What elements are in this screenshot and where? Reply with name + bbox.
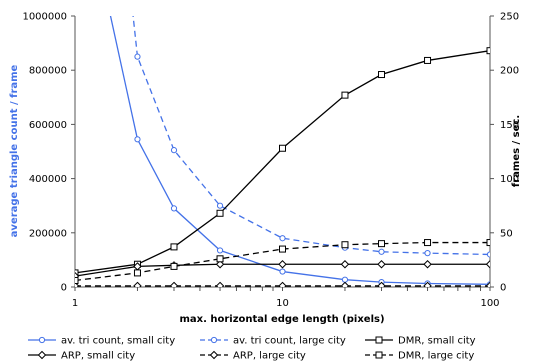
y-right-tick-label: 250 [500,12,519,23]
data-point [75,276,79,284]
legend: av. tri count, small city av. tri count, … [28,336,476,362]
data-point [424,56,432,64]
legend-item: ARP, large city [200,351,306,362]
data-point [134,136,141,143]
data-point [378,240,386,248]
data-point [169,281,179,287]
y-left-tick-label: 800000 [29,66,67,77]
data-point [279,268,286,275]
data-point [485,281,490,287]
series-5 [75,239,490,284]
data-point [279,245,286,253]
data-point [170,205,178,212]
data-point [279,144,286,152]
y-left-tick-label: 0 [61,283,67,294]
legend-marker [375,351,383,359]
data-point [278,260,287,269]
legend-label: av. tri count, large city [233,336,346,347]
data-point [424,250,431,257]
data-point [423,281,432,287]
y-right-tick-label: 50 [500,228,513,239]
data-point [377,281,386,287]
y-right-tick-label: 200 [500,66,519,77]
data-point [423,260,432,269]
x-tick-label: 1 [72,298,78,309]
data-point [378,71,386,79]
x-tick-label: 10 [276,298,289,309]
legend-marker [209,350,219,360]
series-4 [75,281,490,287]
data-point [216,255,224,263]
data-point [170,262,178,270]
x-tick-label: 100 [480,298,499,309]
tick-labels: 1 10 1000200000400000600000800000100000005… [22,12,519,310]
legend-item: DMR, large city [365,351,474,362]
data-point [341,276,349,283]
data-point [340,260,350,269]
data-point [341,241,349,249]
data-point [216,202,224,209]
data-point [341,91,349,99]
data-point [377,260,386,269]
legend-label: DMR, large city [398,351,474,362]
series-line [75,241,490,282]
data-point [170,147,178,154]
data-point [133,269,141,277]
y-right-tick-label: 0 [500,283,506,294]
data-point [279,235,286,242]
y-right-tick-label: 100 [500,174,519,185]
data-point [215,260,225,269]
x-axis-title: max. horizontal edge length (pixels) [179,314,384,325]
data-point [485,260,490,269]
data-point [134,53,141,60]
legend-item: av. tri count, small city [28,336,175,347]
legend-item: DMR, small city [365,336,476,347]
data-point [424,239,432,247]
data-point [486,251,490,258]
legend-marker [38,336,46,344]
legend-label: ARP, large city [233,351,306,362]
data-point [486,47,490,55]
y-left-tick-label: 200000 [29,228,67,239]
y-axis-left-title: average triangle count / frame [9,64,20,237]
legend-item: ARP, small city [28,351,135,362]
data-point [486,239,490,247]
data-point [133,281,142,287]
y-left-tick-label: 1000000 [22,12,67,23]
data-point [340,281,350,287]
data-point [216,209,224,217]
legend-label: av. tri count, small city [61,336,175,347]
y-right-tick-label: 150 [500,120,519,131]
series-1 [132,16,490,258]
legend-marker [210,336,218,344]
y-left-tick-label: 400000 [29,174,67,185]
data-point [170,243,178,251]
data-point [278,281,287,287]
legend-label: DMR, small city [398,336,476,347]
plot-area [75,16,490,287]
legend-label: ARP, small city [61,351,135,362]
y-axis-right-title: frames / sec. [511,115,522,187]
legend-marker [37,350,47,360]
data-point [378,248,385,255]
legend-marker [375,336,383,344]
legend-item: av. tri count, large city [200,336,346,347]
data-point [216,247,224,254]
series-line [132,16,490,256]
y-left-tick-label: 600000 [29,120,67,131]
series-2 [75,47,490,277]
data-point [75,269,79,277]
data-point [215,281,225,287]
